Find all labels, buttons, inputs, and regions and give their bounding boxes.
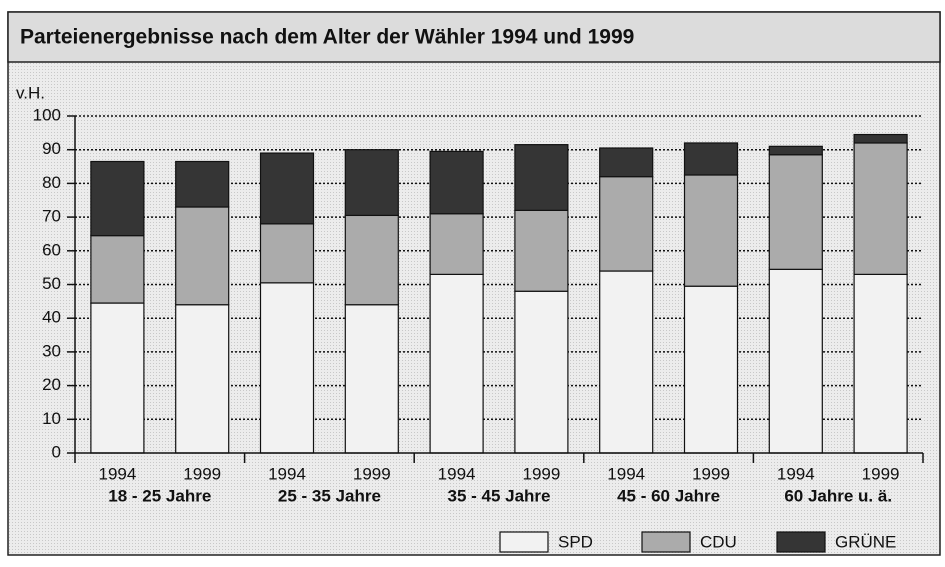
x-tick-label: 1999 — [353, 464, 391, 483]
x-tick-label: 1994 — [268, 464, 306, 483]
y-tick-label: 10 — [42, 409, 61, 428]
bar-segment — [175, 160, 230, 208]
bar-segment — [344, 149, 399, 217]
y-tick-label: 90 — [42, 139, 61, 158]
bar-segment — [599, 270, 654, 454]
y-tick-label: 100 — [33, 105, 61, 124]
x-tick-label: 1994 — [777, 464, 815, 483]
bar-segment — [768, 145, 823, 156]
x-tick-label: 1994 — [607, 464, 645, 483]
group-label: 45 - 60 Jahre — [617, 486, 720, 505]
y-tick-label: 0 — [52, 442, 61, 461]
chart-title: Parteienergebnisse nach dem Alter der Wä… — [20, 26, 634, 49]
legend-swatch — [776, 531, 826, 553]
y-axis-label: v.H. — [16, 83, 45, 102]
bar-segment — [683, 174, 739, 287]
bar-segment — [175, 304, 230, 454]
group-label: 35 - 45 Jahre — [447, 486, 550, 505]
x-tick-label: 1994 — [438, 464, 476, 483]
bar-segment — [683, 285, 739, 454]
bar-segment — [344, 304, 399, 454]
x-tick-label: 1994 — [98, 464, 136, 483]
y-tick-label: 20 — [42, 375, 61, 394]
bar-segment — [429, 273, 484, 454]
x-tick-label: 1999 — [522, 464, 560, 483]
bar-segment — [175, 206, 230, 306]
bar-segment — [599, 147, 654, 178]
bar-segment — [768, 268, 823, 454]
x-tick-label: 1999 — [692, 464, 730, 483]
bar-segment — [90, 235, 145, 304]
bar-segment — [259, 223, 315, 284]
y-tick-label: 80 — [42, 173, 61, 192]
bar-segment — [429, 213, 484, 275]
y-tick-label: 30 — [42, 341, 61, 360]
y-tick-label: 60 — [42, 240, 61, 259]
bar-segment — [768, 154, 823, 270]
bar-segment — [259, 282, 315, 454]
bar-segment — [514, 290, 569, 454]
x-tick-label: 1999 — [183, 464, 221, 483]
x-tick-label: 1999 — [862, 464, 900, 483]
legend-label: CDU — [700, 532, 737, 551]
bar-segment — [90, 302, 145, 454]
bar-segment — [599, 176, 654, 272]
bar-segment — [514, 209, 569, 292]
group-label: 60 Jahre u. ä. — [784, 486, 892, 505]
legend-label: SPD — [558, 532, 593, 551]
bar-segment — [259, 152, 315, 225]
bar-segment — [853, 133, 908, 144]
legend-label: GRÜNE — [835, 532, 896, 551]
legend-swatch — [641, 531, 691, 553]
bar-segment — [429, 150, 484, 215]
y-tick-label: 40 — [42, 308, 61, 327]
y-tick-label: 70 — [42, 207, 61, 226]
bar-segment — [514, 144, 569, 211]
legend-swatch — [499, 531, 549, 553]
title-bar — [7, 11, 941, 63]
bar-segment — [90, 160, 145, 237]
y-tick-label: 50 — [42, 274, 61, 293]
bar-segment — [683, 142, 739, 176]
bar-segment — [853, 142, 908, 275]
bar-segment — [344, 214, 399, 306]
bar-segment — [853, 273, 908, 454]
group-label: 25 - 35 Jahre — [278, 486, 381, 505]
group-label: 18 - 25 Jahre — [108, 486, 211, 505]
